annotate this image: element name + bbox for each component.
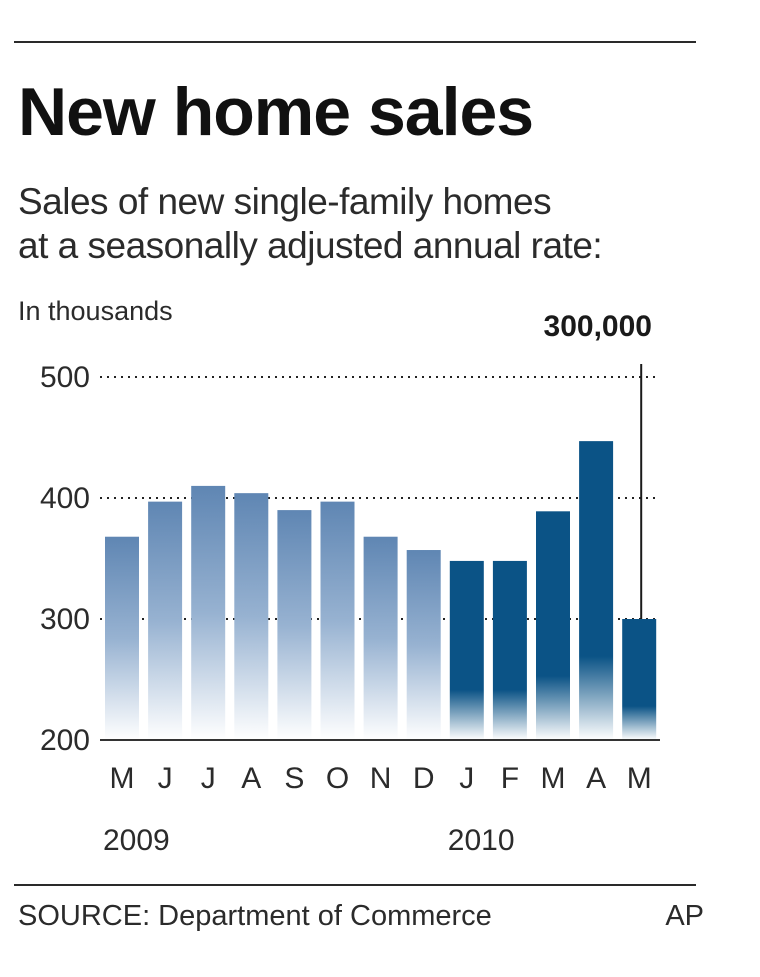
x-tick-label: S [284,762,304,795]
x-tick-label: J [459,762,474,795]
x-tick-label: A [241,762,261,795]
x-tick-label: F [501,762,519,795]
axis [100,364,660,741]
bar-7 [406,550,441,740]
bar-0 [105,536,139,740]
credit-label: AP [665,900,704,932]
x-tick-label: M [110,762,135,795]
bar-4 [277,510,312,740]
bottom-rule [14,884,696,886]
year-label: 2009 [103,824,170,857]
y-tick-label: 400 [40,482,90,515]
x-tick-label: A [586,762,606,795]
subtitle-line-2: at a seasonally adjusted annual rate: [18,225,603,266]
bar-11 [579,441,614,740]
subtitle-line-1: Sales of new single-family homes [18,181,552,222]
callout-label: 300,000 [543,310,652,343]
y-tick-label: 500 [40,361,90,394]
bar-10 [536,511,570,740]
bar-6 [363,536,398,740]
bar-2 [191,485,226,740]
bar-3 [234,493,269,740]
bars [105,441,657,740]
x-tick-label: D [413,762,435,795]
x-tick-label: M [627,762,652,795]
year-label: 2010 [448,824,515,857]
bar-5 [320,501,355,740]
units-label: In thousands [18,296,173,326]
y-tick-label: 200 [40,724,90,757]
x-tick-label: O [326,762,349,795]
bar-9 [492,560,527,740]
source-note: SOURCE: Department of Commerce [18,900,492,932]
bar-8 [449,560,484,740]
x-tick-label: J [201,762,216,795]
x-tick-label: N [370,762,392,795]
y-tick-label: 300 [40,603,90,636]
top-rule [14,41,696,43]
x-tick-label: J [158,762,173,795]
bar-1 [148,501,183,740]
chart-title: New home sales [18,74,534,150]
x-tick-label: M [541,762,566,795]
bar-12 [622,619,657,740]
chart-subtitle: Sales of new single-family homes at a se… [18,180,708,268]
